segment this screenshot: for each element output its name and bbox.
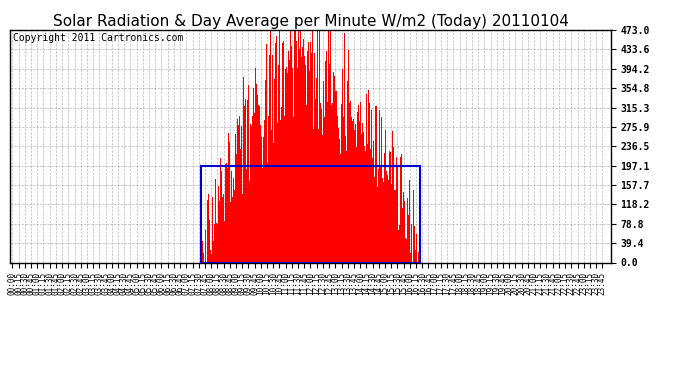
Title: Solar Radiation & Day Average per Minute W/m2 (Today) 20110104: Solar Radiation & Day Average per Minute…: [52, 14, 569, 29]
Text: Copyright 2011 Cartronics.com: Copyright 2011 Cartronics.com: [13, 33, 184, 44]
Bar: [201, 166, 420, 262]
